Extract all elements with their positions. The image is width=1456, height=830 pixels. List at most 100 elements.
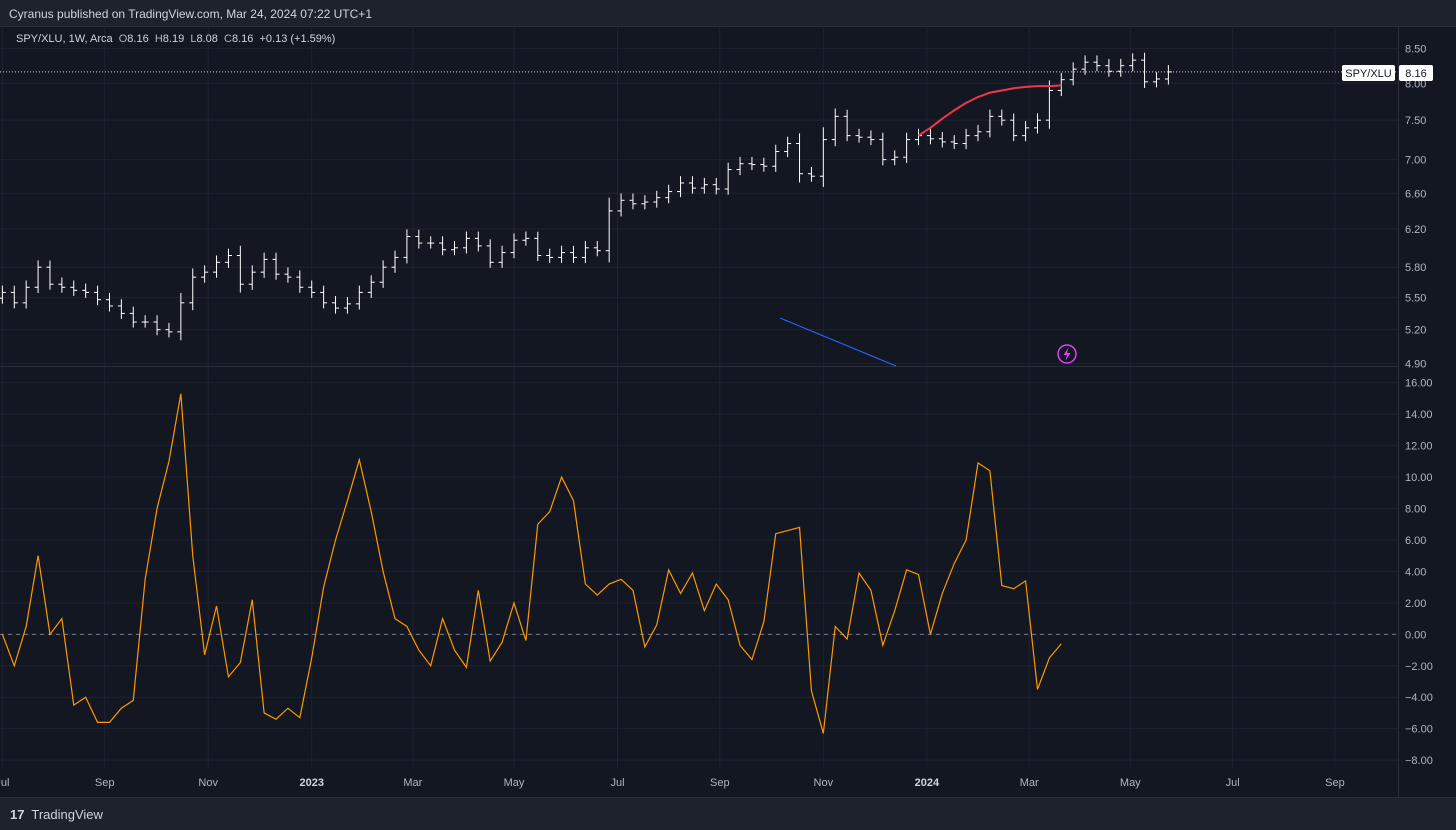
- price-tag-value: 8.16: [1405, 68, 1426, 80]
- time-axis[interactable]: Jul Sep Nov 2023 Mar May Jul Sep Nov 2024 Mar May Ju…: [0, 777, 1345, 789]
- ohlc-bar: [355, 285, 363, 310]
- ohlc-bar: [117, 299, 125, 319]
- price-tick-label: 7.00: [1405, 155, 1426, 167]
- ohlc-bar: [474, 231, 482, 252]
- ohlc-bar: [641, 195, 649, 210]
- ohlc-bar: [926, 128, 934, 145]
- oscillator-tick-label: 2.00: [1405, 598, 1426, 610]
- legend-low-label: L: [190, 33, 197, 45]
- ohlc-bar: [34, 260, 42, 294]
- price-bars: [0, 52, 1172, 341]
- ohlc-bar: [201, 265, 209, 283]
- price-tick-label: 7.50: [1405, 115, 1426, 127]
- price-tick-label: 6.60: [1405, 188, 1426, 200]
- ohlc-bar: [796, 133, 804, 183]
- price-tag: SPY/XLU 8.16: [1342, 65, 1433, 81]
- ohlc-bar: [141, 315, 149, 328]
- chart-canvas[interactable]: 4.90 5.20 5.50 5.80 6.20 6.60 7.00 7.50 8.00 8.50…: [0, 0, 1456, 797]
- oscillator-tick-label: −6.00: [1405, 724, 1433, 736]
- grid-lines: [0, 26, 1398, 768]
- time-tick-label: 2023: [299, 777, 323, 789]
- ohlc-bar: [498, 245, 506, 268]
- tradingview-brand: TradingView: [31, 807, 103, 822]
- ohlc-bar: [462, 231, 470, 254]
- ohlc-bar: [427, 236, 435, 249]
- legend-high-label: H: [154, 33, 163, 45]
- price-tag-symbol-box: [1342, 65, 1395, 81]
- ohlc-bar: [367, 275, 375, 299]
- lightning-icon[interactable]: [1057, 344, 1077, 364]
- oscillator-tick-label: 4.00: [1405, 566, 1426, 578]
- ohlc-bar: [748, 156, 756, 171]
- oscillator-axis[interactable]: −8.00 −6.00 −4.00 −2.00 0.00 2.00 4.00 6.00 8.00…: [1405, 378, 1433, 767]
- ohlc-bar: [546, 248, 554, 263]
- ohlc-bar: [605, 197, 613, 263]
- ohlc-bar: [617, 193, 625, 217]
- ohlc-bar: [534, 231, 542, 262]
- legend-symbol[interactable]: SPY/XLU, 1W, Arca: [16, 33, 113, 45]
- oscillator-tick-label: 16.00: [1405, 378, 1433, 390]
- price-tick-label: 4.90: [1405, 359, 1426, 371]
- ohlc-bar: [879, 132, 887, 166]
- chart-legend[interactable]: SPY/XLU, 1W, Arca O8.16 H8.19 L8.08 C8.1…: [16, 33, 335, 45]
- ohlc-bar: [284, 267, 292, 283]
- tradingview-logo[interactable]: 17 TradingView: [10, 807, 103, 822]
- ohlc-bar: [653, 190, 661, 208]
- ohlc-bar: [1033, 113, 1041, 134]
- ohlc-bar: [558, 245, 566, 263]
- price-tick-label: 8.00: [1405, 78, 1426, 90]
- ohlc-bar: [165, 322, 173, 338]
- ohlc-bar: [415, 229, 423, 249]
- ohlc-bar: [1093, 55, 1101, 72]
- ohlc-bar: [260, 252, 268, 278]
- ohlc-bar: [343, 297, 351, 314]
- ohlc-bar: [70, 280, 78, 296]
- publisher-line: Cyranus published on TradingView.com, Ma…: [9, 7, 372, 21]
- moving-average-line[interactable]: [917, 84, 1062, 137]
- ohlc-bar: [962, 128, 970, 150]
- ohlc-bar: [1164, 65, 1172, 85]
- price-axis[interactable]: 4.90 5.20 5.50 5.80 6.20 6.60 7.00 7.50 8.00 8.50: [1405, 44, 1426, 371]
- legend-low: 8.08: [196, 33, 218, 45]
- ohlc-bar: [379, 260, 387, 288]
- ohlc-bar: [950, 135, 958, 150]
- oscillator-tick-label: 12.00: [1405, 441, 1433, 453]
- legend-open: 8.16: [127, 33, 149, 45]
- ohlc-bar: [784, 136, 792, 158]
- ohlc-bar: [688, 176, 696, 194]
- legend-open-label: O: [118, 33, 128, 45]
- ohlc-bar: [915, 128, 923, 146]
- ohlc-bar: [439, 236, 447, 256]
- ohlc-bar: [807, 166, 815, 182]
- legend-close-label: C: [224, 33, 232, 45]
- ohlc-bar: [665, 184, 673, 204]
- ohlc-bar: [332, 296, 340, 314]
- oscillator-line[interactable]: [1, 393, 1062, 734]
- time-tick-label: 2024: [915, 777, 940, 789]
- price-tick-label: 6.20: [1405, 224, 1426, 236]
- ohlc-bar: [867, 130, 875, 146]
- ohlc-bar: [700, 177, 708, 194]
- tradingview-logo-icon: 17: [10, 807, 25, 822]
- ohlc-bar: [1010, 113, 1018, 142]
- ohlc-bar: [189, 268, 197, 311]
- oscillator-tick-label: 14.00: [1405, 409, 1433, 421]
- ohlc-bar: [938, 131, 946, 148]
- time-tick-label: May: [1120, 777, 1141, 789]
- ohlc-bar: [153, 315, 161, 336]
- footer: 17 TradingView: [0, 797, 1456, 830]
- ohlc-bar: [593, 241, 601, 257]
- oscillator-tick-label: 6.00: [1405, 535, 1426, 547]
- ohlc-bar: [843, 109, 851, 142]
- ohlc-bar: [320, 285, 328, 309]
- ohlc-bar: [403, 229, 411, 264]
- ohlc-bar: [1022, 121, 1030, 142]
- price-tick-label: 5.20: [1405, 325, 1426, 337]
- time-tick-label: Sep: [1325, 777, 1345, 789]
- ohlc-bar: [1117, 58, 1125, 77]
- ohlc-bar: [82, 283, 90, 298]
- ohlc-bar: [22, 280, 30, 309]
- ohlc-bar: [1105, 58, 1113, 77]
- ohlc-bar: [1069, 62, 1077, 86]
- trend-line-drawing[interactable]: [779, 317, 897, 367]
